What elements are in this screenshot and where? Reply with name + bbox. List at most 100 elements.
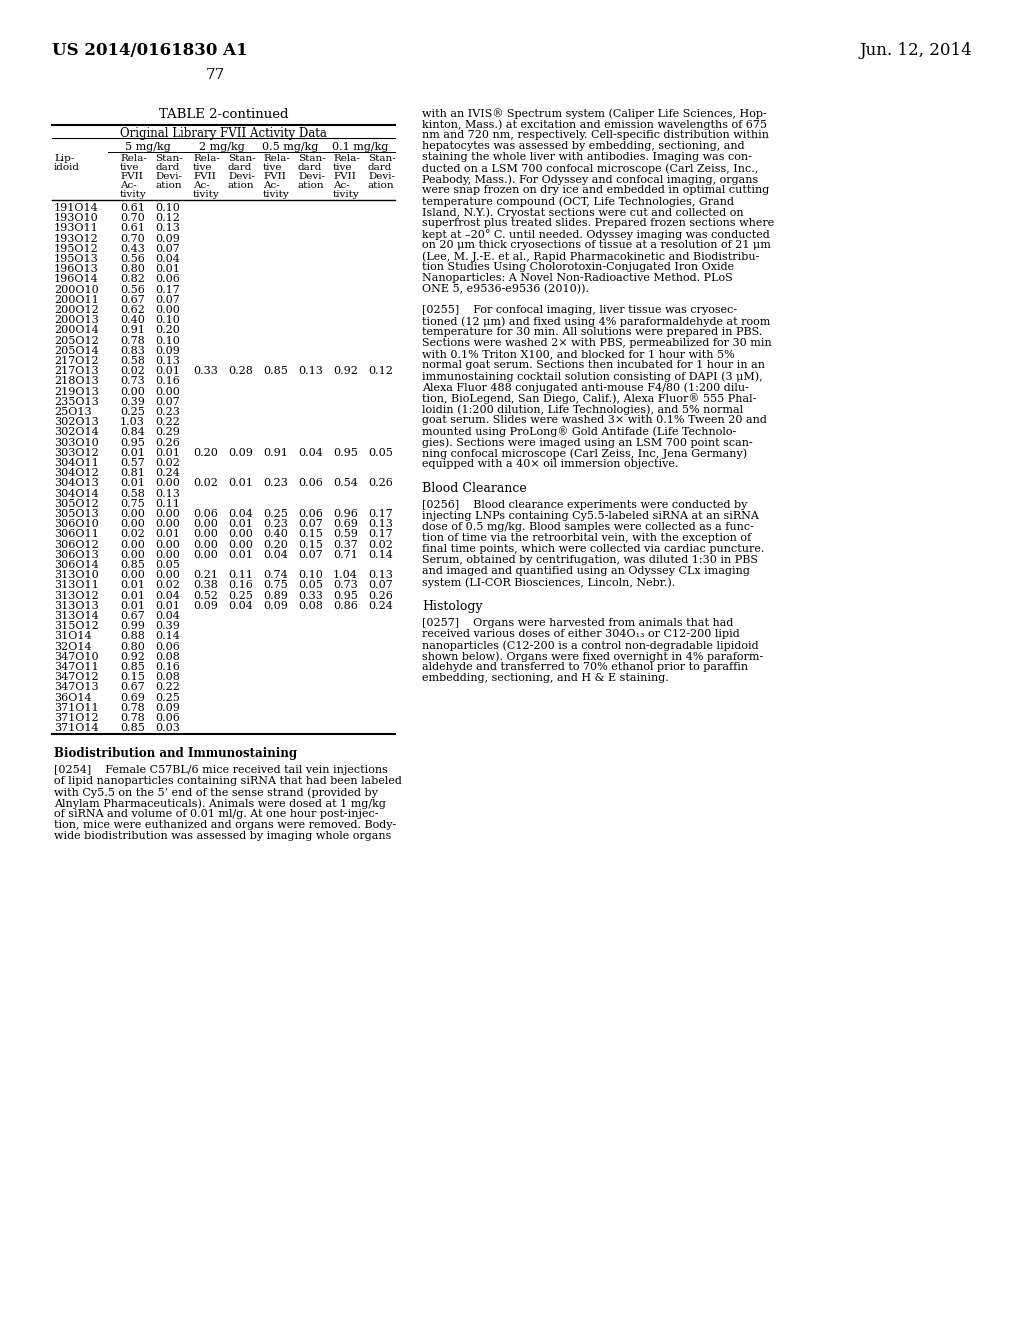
- Text: 0.00: 0.00: [155, 540, 180, 549]
- Text: 0.84: 0.84: [120, 428, 144, 437]
- Text: and imaged and quantified using an Odyssey CLx imaging: and imaged and quantified using an Odyss…: [422, 566, 750, 576]
- Text: loidin (1:200 dilution, Life Technologies), and 5% normal: loidin (1:200 dilution, Life Technologie…: [422, 404, 743, 414]
- Text: 0.22: 0.22: [155, 417, 180, 428]
- Text: 0.00: 0.00: [155, 519, 180, 529]
- Text: 0.01: 0.01: [155, 529, 180, 540]
- Text: 0.43: 0.43: [120, 244, 144, 253]
- Text: 0.91: 0.91: [120, 326, 144, 335]
- Text: Peabody, Mass.). For Odyssey and confocal imaging, organs: Peabody, Mass.). For Odyssey and confoca…: [422, 174, 758, 185]
- Text: nanoparticles (C12-200 is a control non-degradable lipidoid: nanoparticles (C12-200 is a control non-…: [422, 640, 759, 651]
- Text: 0.13: 0.13: [298, 366, 323, 376]
- Text: 196O14: 196O14: [54, 275, 98, 284]
- Text: tion of time via the retroorbital vein, with the exception of: tion of time via the retroorbital vein, …: [422, 533, 752, 543]
- Text: 0.67: 0.67: [120, 682, 144, 693]
- Text: 0.23: 0.23: [263, 519, 288, 529]
- Text: 313O12: 313O12: [54, 590, 98, 601]
- Text: with an IVIS® Spectrum system (Caliper Life Sciences, Hop-: with an IVIS® Spectrum system (Caliper L…: [422, 108, 767, 119]
- Text: 0.26: 0.26: [368, 590, 393, 601]
- Text: 347O13: 347O13: [54, 682, 98, 693]
- Text: 0.08: 0.08: [155, 672, 180, 682]
- Text: 0.07: 0.07: [155, 294, 180, 305]
- Text: 0.09: 0.09: [155, 702, 180, 713]
- Text: 218O13: 218O13: [54, 376, 98, 387]
- Text: 0.58: 0.58: [120, 488, 144, 499]
- Text: 77: 77: [206, 69, 224, 82]
- Text: 0.85: 0.85: [120, 560, 144, 570]
- Text: 0.01: 0.01: [155, 601, 180, 611]
- Text: 0.89: 0.89: [263, 590, 288, 601]
- Text: 0.04: 0.04: [228, 510, 253, 519]
- Text: Ac-: Ac-: [263, 181, 280, 190]
- Text: 304O13: 304O13: [54, 478, 98, 488]
- Text: 0.16: 0.16: [155, 663, 180, 672]
- Text: 0.24: 0.24: [368, 601, 393, 611]
- Text: 31O14: 31O14: [54, 631, 91, 642]
- Text: 0.00: 0.00: [193, 550, 218, 560]
- Text: 0.10: 0.10: [298, 570, 323, 581]
- Text: with 0.1% Triton X100, and blocked for 1 hour with 5%: with 0.1% Triton X100, and blocked for 1…: [422, 348, 735, 359]
- Text: 0.12: 0.12: [368, 366, 393, 376]
- Text: 347O11: 347O11: [54, 663, 98, 672]
- Text: Biodistribution and Immunostaining: Biodistribution and Immunostaining: [54, 747, 297, 760]
- Text: 304O11: 304O11: [54, 458, 98, 469]
- Text: 0.5 mg/kg: 0.5 mg/kg: [262, 143, 318, 152]
- Text: dard: dard: [155, 162, 179, 172]
- Text: 0.01: 0.01: [228, 519, 253, 529]
- Text: 0.16: 0.16: [155, 376, 180, 387]
- Text: 200O10: 200O10: [54, 285, 98, 294]
- Text: kept at –20° C. until needed. Odyssey imaging was conducted: kept at –20° C. until needed. Odyssey im…: [422, 228, 770, 240]
- Text: 217O13: 217O13: [54, 366, 98, 376]
- Text: 0.28: 0.28: [228, 366, 253, 376]
- Text: 0.06: 0.06: [298, 478, 323, 488]
- Text: 0.00: 0.00: [228, 529, 253, 540]
- Text: 0.73: 0.73: [120, 376, 144, 387]
- Text: 0.00: 0.00: [193, 519, 218, 529]
- Text: 0.02: 0.02: [155, 458, 180, 469]
- Text: 0.00: 0.00: [120, 387, 144, 396]
- Text: 313O13: 313O13: [54, 601, 98, 611]
- Text: Ac-: Ac-: [120, 181, 137, 190]
- Text: ation: ation: [228, 181, 255, 190]
- Text: FVII: FVII: [333, 172, 356, 181]
- Text: 0.40: 0.40: [263, 529, 288, 540]
- Text: 0.09: 0.09: [263, 601, 288, 611]
- Text: [0257]    Organs were harvested from animals that had: [0257] Organs were harvested from animal…: [422, 618, 733, 628]
- Text: 0.00: 0.00: [155, 550, 180, 560]
- Text: equipped with a 40× oil immersion objective.: equipped with a 40× oil immersion object…: [422, 459, 678, 469]
- Text: 195O13: 195O13: [54, 253, 98, 264]
- Text: 235O13: 235O13: [54, 397, 98, 407]
- Text: 0.39: 0.39: [120, 397, 144, 407]
- Text: tive: tive: [333, 162, 352, 172]
- Text: temperature compound (OCT, Life Technologies, Grand: temperature compound (OCT, Life Technolo…: [422, 195, 734, 206]
- Text: 0.81: 0.81: [120, 469, 144, 478]
- Text: Ac-: Ac-: [193, 181, 210, 190]
- Text: 0.02: 0.02: [368, 540, 393, 549]
- Text: 0.01: 0.01: [228, 478, 253, 488]
- Text: 219O13: 219O13: [54, 387, 98, 396]
- Text: 0.09: 0.09: [228, 447, 253, 458]
- Text: 0.01: 0.01: [120, 447, 144, 458]
- Text: Sections were washed 2× with PBS, permeabilized for 30 min: Sections were washed 2× with PBS, permea…: [422, 338, 772, 348]
- Text: 0.15: 0.15: [298, 529, 323, 540]
- Text: tive: tive: [193, 162, 213, 172]
- Text: 371O12: 371O12: [54, 713, 98, 723]
- Text: final time points, which were collected via cardiac puncture.: final time points, which were collected …: [422, 544, 764, 554]
- Text: 0.10: 0.10: [155, 335, 180, 346]
- Text: 0.25: 0.25: [263, 510, 288, 519]
- Text: 0.04: 0.04: [155, 611, 180, 620]
- Text: 0.17: 0.17: [368, 510, 393, 519]
- Text: 305O12: 305O12: [54, 499, 98, 508]
- Text: Ac-: Ac-: [333, 181, 350, 190]
- Text: 0.06: 0.06: [298, 510, 323, 519]
- Text: 0.23: 0.23: [155, 407, 180, 417]
- Text: Stan-: Stan-: [298, 154, 326, 162]
- Text: FVII: FVII: [120, 172, 143, 181]
- Text: 0.26: 0.26: [155, 438, 180, 447]
- Text: 0.00: 0.00: [155, 305, 180, 315]
- Text: 0.01: 0.01: [120, 581, 144, 590]
- Text: 0.08: 0.08: [298, 601, 323, 611]
- Text: 0.61: 0.61: [120, 223, 144, 234]
- Text: 200O11: 200O11: [54, 294, 98, 305]
- Text: 195O12: 195O12: [54, 244, 98, 253]
- Text: 0.17: 0.17: [368, 529, 393, 540]
